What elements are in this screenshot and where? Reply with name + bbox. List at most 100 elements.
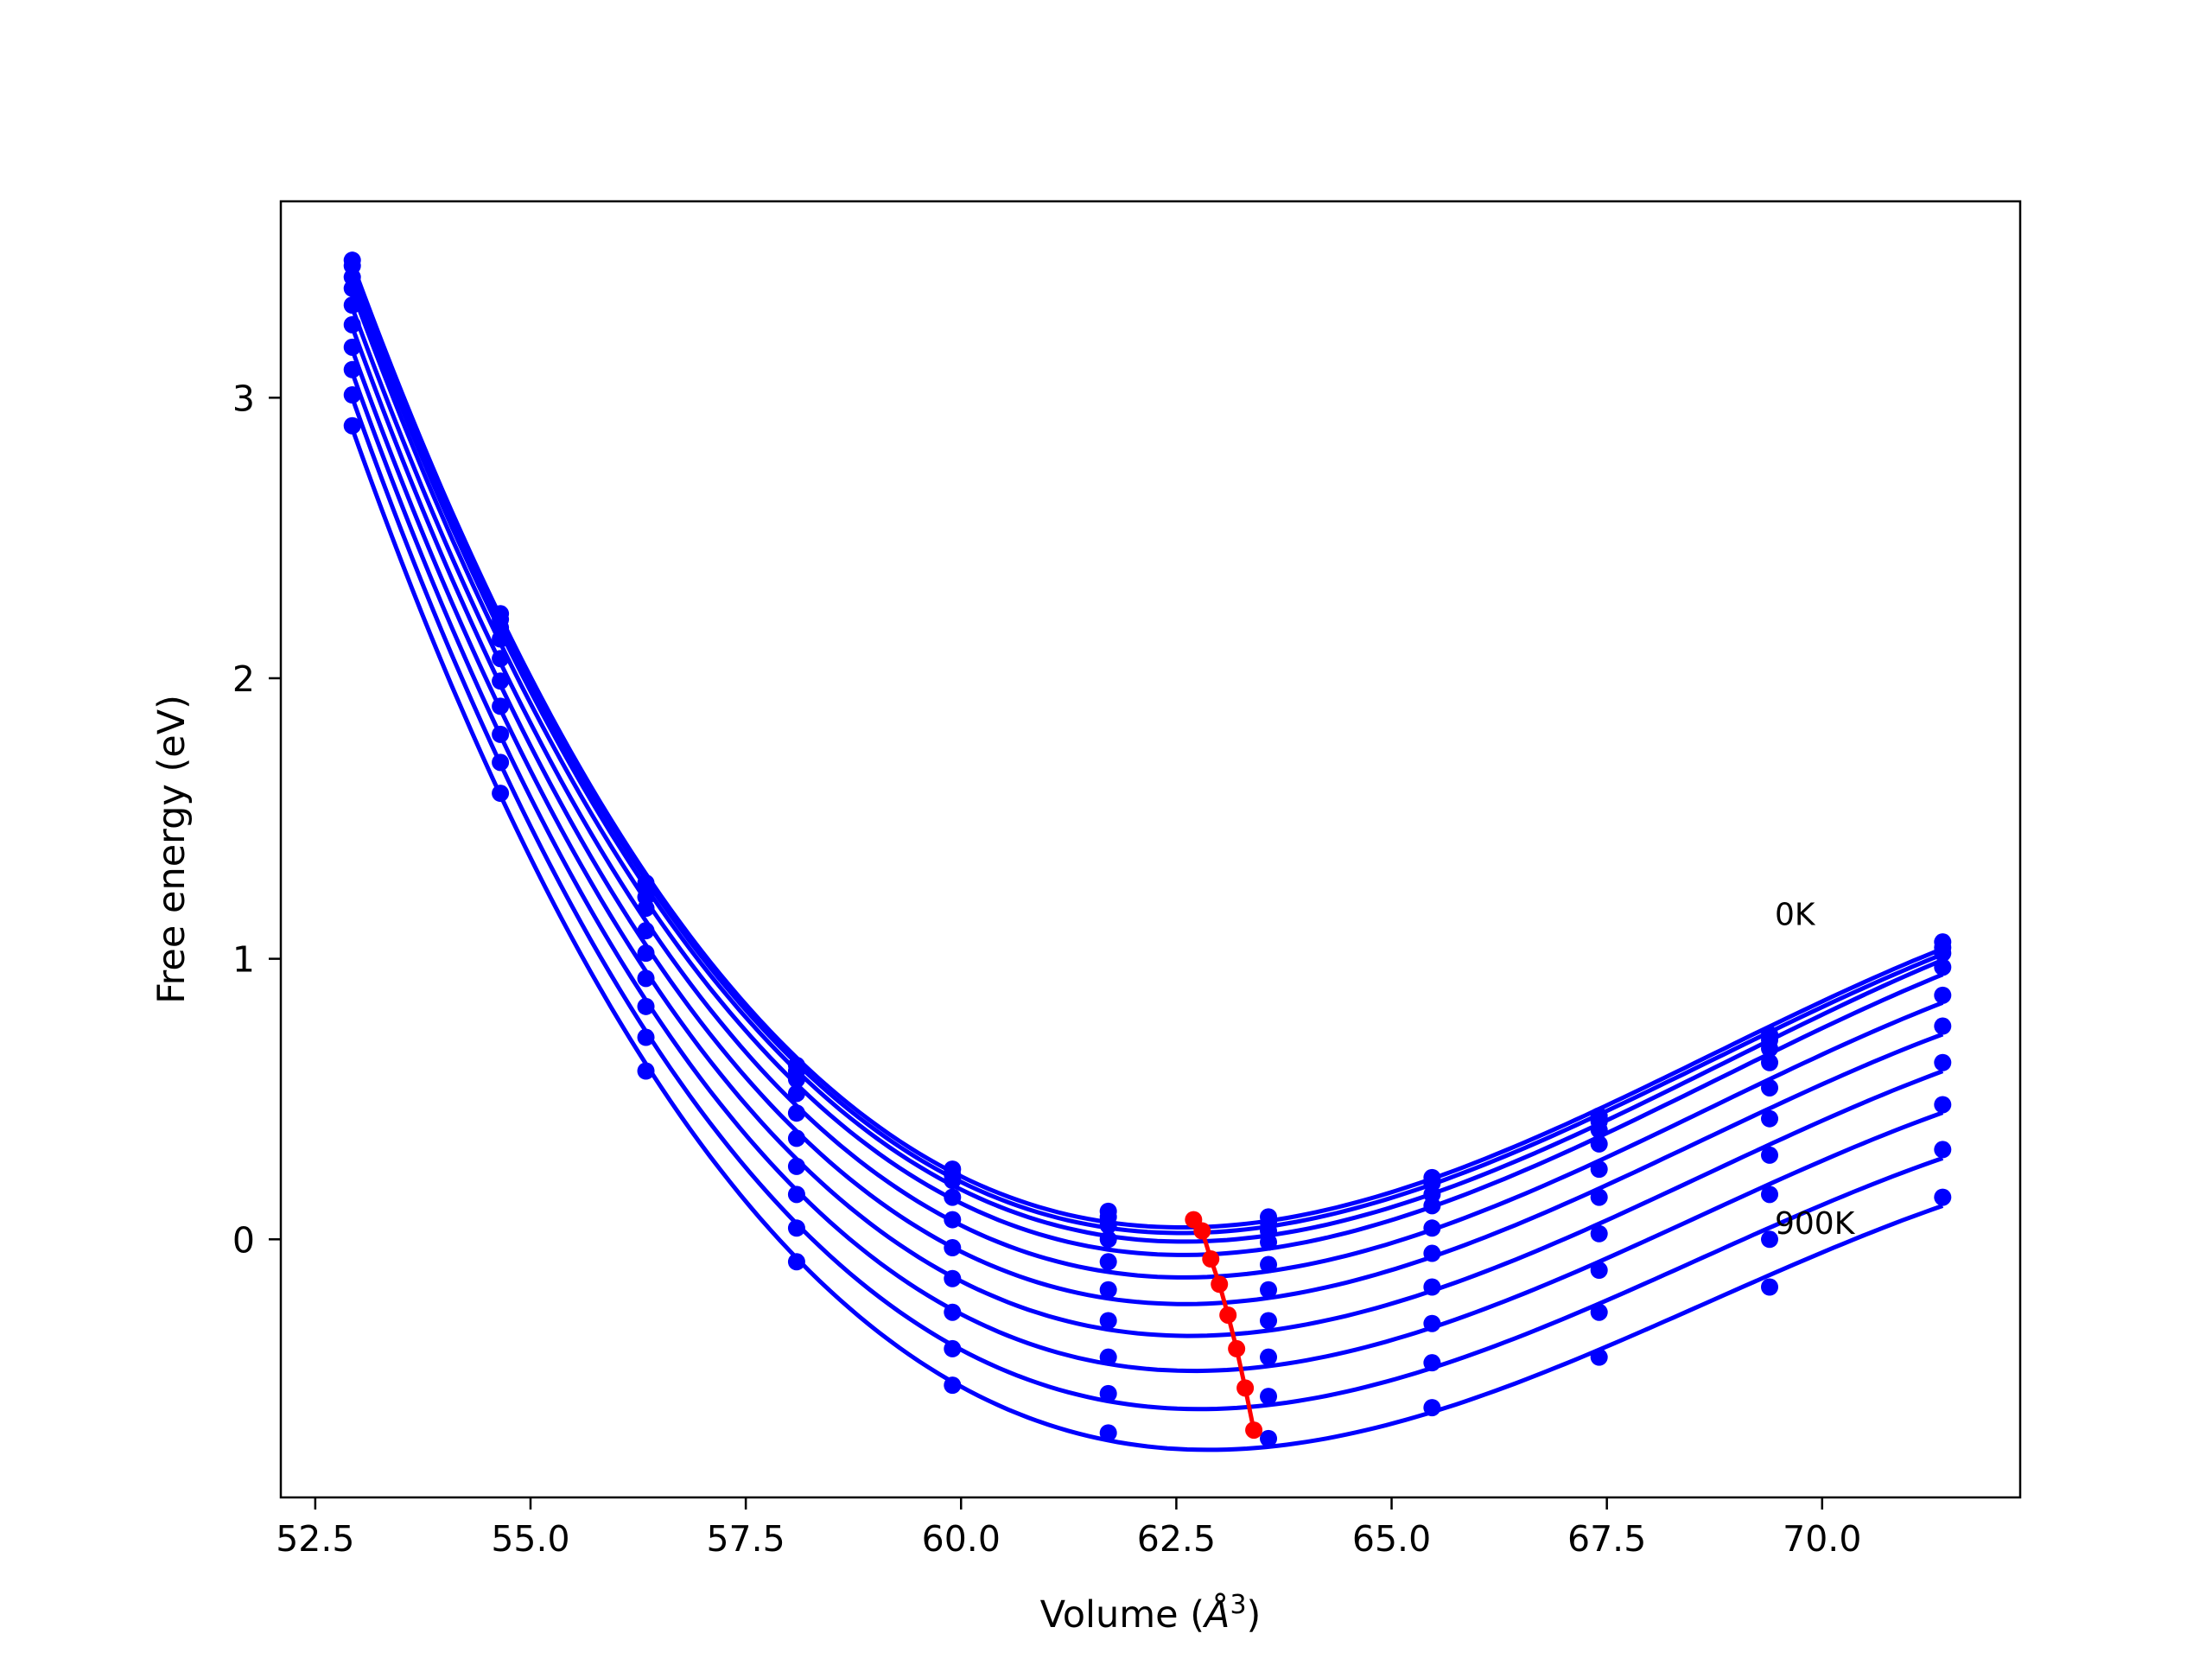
series-point: [1260, 1281, 1278, 1299]
series-point: [1590, 1348, 1608, 1366]
x-axis-label: Volume (Å3): [1040, 1590, 1262, 1637]
series-point: [787, 1157, 805, 1175]
x-axis-ticks: 52.5 55.0 57.5 60.0 62.5 65.0 67.5 70.0: [276, 1497, 1861, 1560]
series-point: [944, 1211, 962, 1229]
plot-frame: [279, 200, 2022, 1499]
series-point: [1260, 1388, 1278, 1406]
series-point: [944, 1172, 962, 1190]
x-tick-label: 60.0: [922, 1518, 1001, 1560]
series-point: [1590, 1303, 1608, 1321]
x-tick-label: 65.0: [1352, 1518, 1431, 1560]
y-tick-label: 2: [232, 658, 255, 700]
series-point: [343, 296, 361, 315]
series-point: [1761, 1278, 1779, 1296]
series-line-0: [350, 262, 1944, 1230]
x-tick-label: 52.5: [276, 1518, 354, 1560]
x-axis-label-unit: Å: [1202, 1592, 1230, 1637]
x-axis-label-superscript: 3: [1230, 1590, 1246, 1620]
series-point: [1260, 1233, 1278, 1251]
series-point: [343, 386, 361, 404]
y-axis-label: Free energy (eV): [150, 695, 194, 1004]
series-point: [1934, 1096, 1952, 1114]
series-point: [1761, 1078, 1779, 1096]
series-point: [637, 944, 655, 963]
series-point: [1099, 1424, 1117, 1442]
series-line-8: [350, 397, 1944, 1412]
series-point: [1934, 1017, 1952, 1035]
series-point: [1423, 1314, 1441, 1332]
series-point: [787, 1253, 805, 1271]
series-point: [1423, 1278, 1441, 1296]
series-point: [492, 725, 510, 743]
minima-point: [1236, 1379, 1255, 1397]
series-point: [1761, 1185, 1779, 1204]
series-point: [944, 1303, 962, 1321]
series-point: [944, 1239, 962, 1257]
series-line-3: [350, 289, 1944, 1257]
series-point: [492, 785, 510, 803]
series-line-1: [350, 268, 1944, 1236]
series-point: [787, 1219, 805, 1237]
series-point: [343, 338, 361, 356]
series-point: [944, 1269, 962, 1287]
series-point: [1934, 1141, 1952, 1159]
series-point: [1590, 1135, 1608, 1153]
series-point: [1934, 986, 1952, 1004]
series-point: [1260, 1255, 1278, 1274]
series-point: [343, 416, 361, 435]
series-point: [787, 1071, 805, 1089]
series-point: [1260, 1429, 1278, 1447]
series-point: [1099, 1230, 1117, 1249]
series-point: [1099, 1348, 1117, 1366]
series-point: [1099, 1217, 1117, 1235]
series-point: [1099, 1384, 1117, 1402]
y-tick-label: 1: [232, 939, 255, 981]
series-point: [787, 1185, 805, 1204]
series-point: [787, 1129, 805, 1147]
series-point: [944, 1339, 962, 1357]
series-line-2: [350, 279, 1944, 1244]
series-point: [492, 753, 510, 772]
series-point: [787, 1104, 805, 1122]
y-axis-ticks: 0 1 2 3: [232, 378, 281, 1261]
series-point: [944, 1188, 962, 1206]
x-tick-label: 57.5: [706, 1518, 785, 1560]
series-point: [1761, 1053, 1779, 1071]
series-point: [1423, 1219, 1441, 1237]
series-point: [1934, 1053, 1952, 1071]
x-axis-label-close: ): [1247, 1593, 1262, 1637]
series-point: [1260, 1348, 1278, 1366]
annotations: 0K 900K: [1775, 898, 1856, 1242]
series-point: [1761, 1230, 1779, 1249]
series-point: [1099, 1312, 1117, 1330]
y-tick-label: 0: [232, 1219, 255, 1261]
series-point: [1260, 1312, 1278, 1330]
series-line-7: [350, 372, 1944, 1374]
series-point: [1590, 1188, 1608, 1206]
series-line-4: [350, 307, 1944, 1280]
temperature-annotation: 0K: [1775, 898, 1816, 933]
minima-layer: [1185, 1211, 1263, 1440]
y-tick-label: 3: [232, 378, 255, 419]
series-point: [637, 1062, 655, 1080]
series-point: [1423, 1244, 1441, 1262]
series-point: [637, 1028, 655, 1046]
series-point: [343, 360, 361, 378]
series-point: [1590, 1224, 1608, 1243]
minima-point: [1202, 1250, 1220, 1268]
series-point: [1590, 1160, 1608, 1179]
series-point: [787, 1084, 805, 1103]
x-tick-label: 70.0: [1783, 1518, 1861, 1560]
series-point: [1934, 1188, 1952, 1206]
series-point: [944, 1376, 962, 1395]
series-point: [637, 969, 655, 988]
series-layer: [343, 251, 1952, 1452]
series-line-5: [350, 326, 1944, 1306]
x-tick-label: 67.5: [1567, 1518, 1646, 1560]
minima-point: [1228, 1339, 1246, 1357]
series-point: [637, 997, 655, 1015]
series-point: [343, 315, 361, 334]
series-point: [1099, 1281, 1117, 1299]
series-point: [1761, 1146, 1779, 1164]
series-line-9: [350, 428, 1944, 1452]
